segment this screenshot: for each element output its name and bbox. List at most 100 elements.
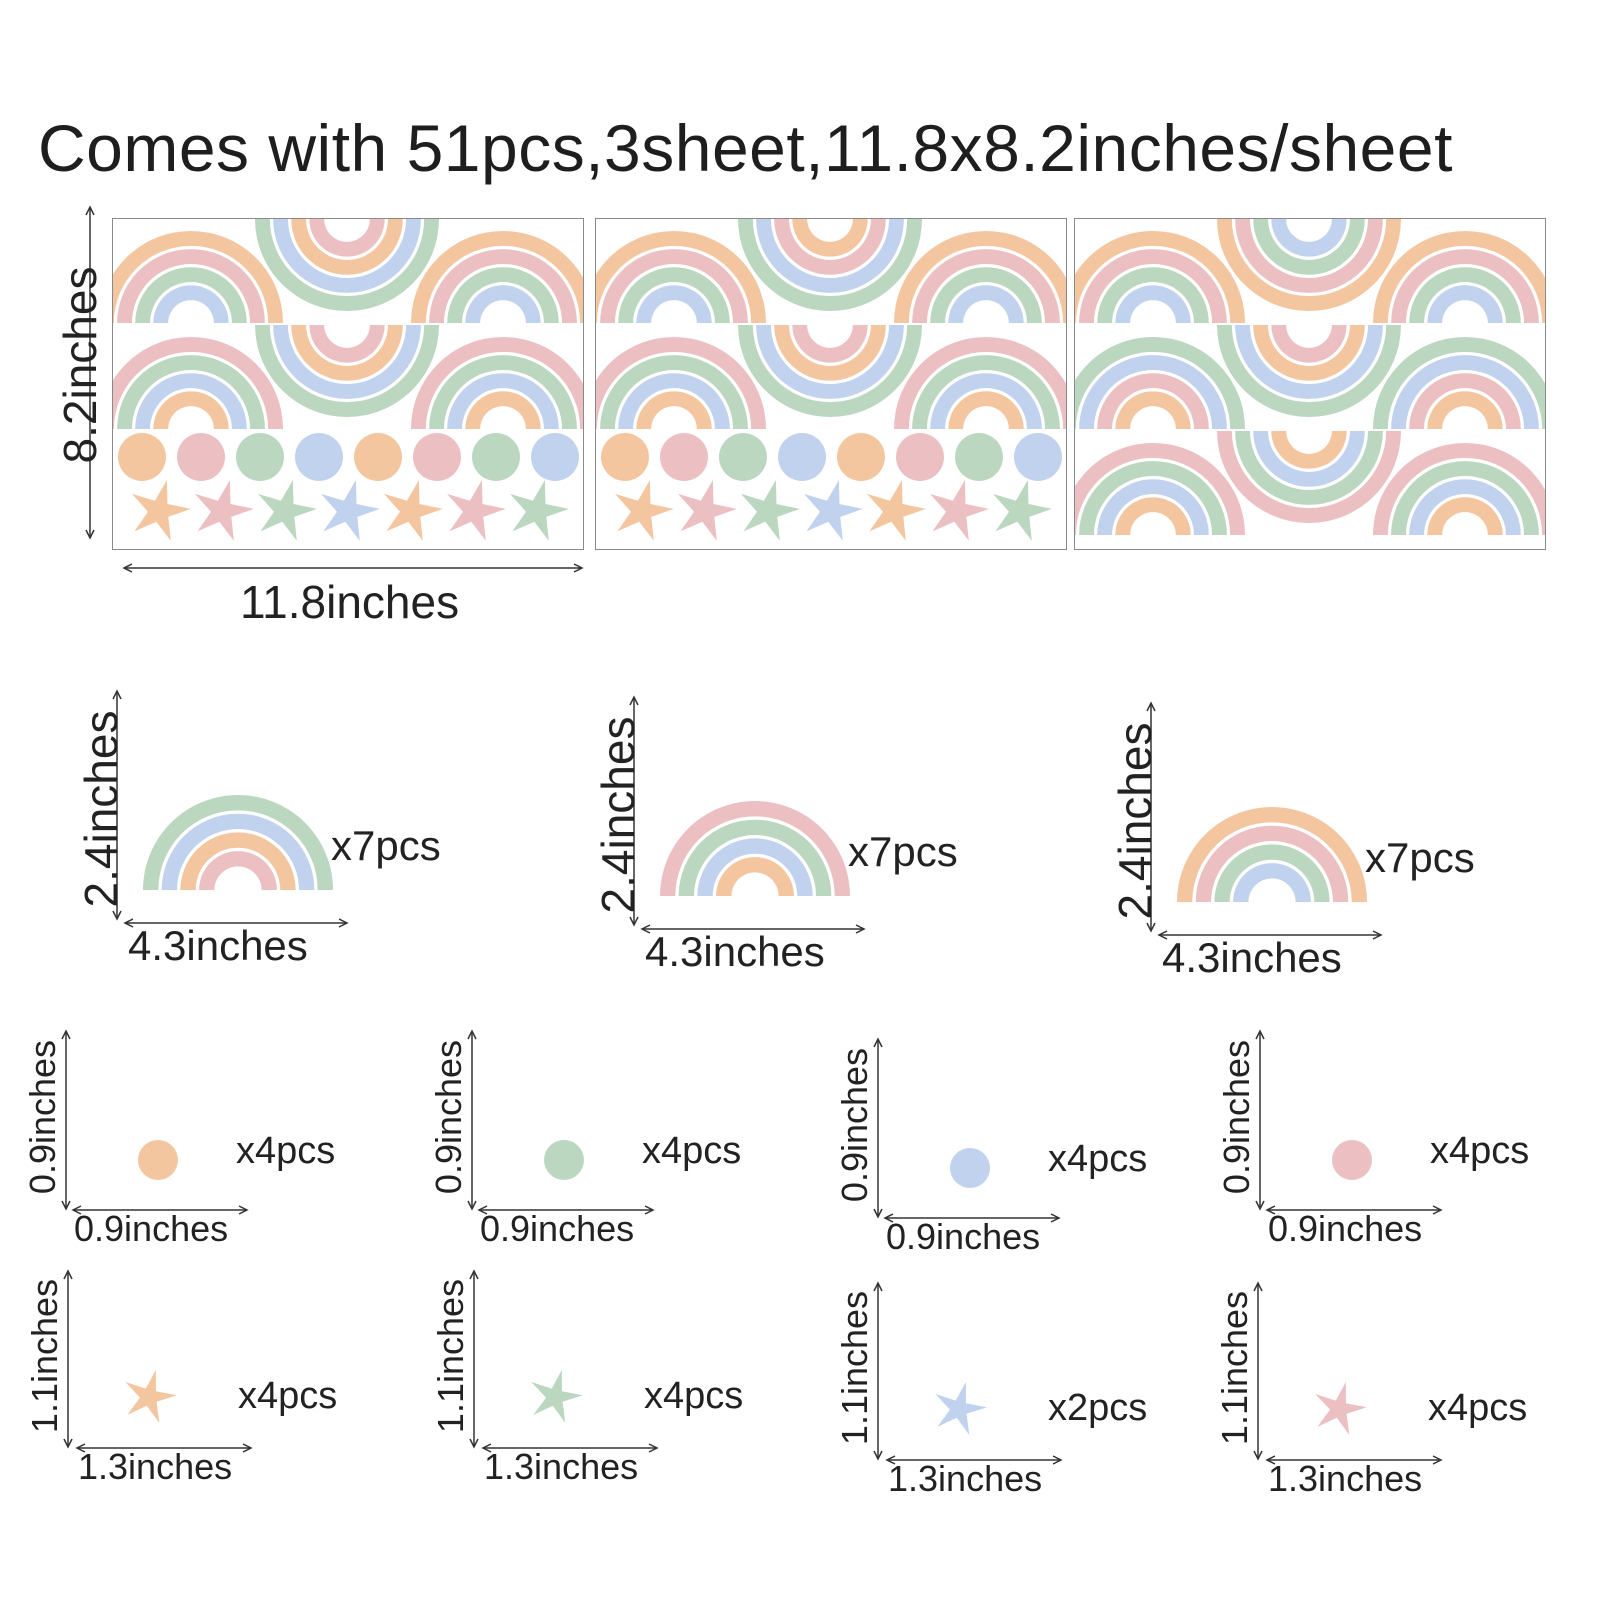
rainbow-band: [143, 795, 333, 890]
height-arrow: [1253, 1281, 1263, 1461]
rainbow-band: [1115, 497, 1191, 535]
height-label: 1.1inches: [1214, 1290, 1255, 1446]
star-sticker: [993, 480, 1052, 541]
star-sticker: [741, 480, 800, 541]
rainbow-band: [1079, 355, 1227, 429]
sheet-height-arrow: [85, 205, 95, 540]
inverted-rainbow-sticker: [255, 325, 439, 417]
width-label: 1.3inches: [1268, 1458, 1423, 1499]
rainbow-band: [411, 337, 583, 429]
dot-sticker: [955, 433, 1003, 481]
rainbow-band: [756, 325, 904, 399]
sheet-width-arrow: [122, 563, 584, 573]
rainbow-band: [1427, 497, 1503, 535]
rainbow-band: [1075, 231, 1245, 323]
rainbow-band: [1373, 231, 1545, 323]
sheet-artwork: [113, 219, 583, 541]
rainbow-band: [1391, 461, 1539, 535]
rainbow-band: [411, 231, 583, 323]
dot-sticker: [354, 433, 402, 481]
rainbow-band: [1217, 219, 1401, 311]
height-label: 2.4inches: [1109, 722, 1161, 920]
rainbow-shape: [1177, 807, 1367, 902]
rainbow-sticker: [1075, 337, 1245, 429]
rainbow-band: [1253, 325, 1365, 381]
dot-icon: [138, 1140, 178, 1180]
rainbow-sticker: [411, 337, 583, 429]
width-arrow: [123, 918, 349, 928]
rainbow-band: [135, 267, 247, 323]
rainbow-band: [1409, 267, 1521, 323]
rainbow-band: [1409, 373, 1521, 429]
rainbow-band: [1115, 285, 1191, 323]
width-label: 0.9inches: [480, 1208, 635, 1249]
rainbow-band: [180, 832, 296, 890]
rainbow-band: [738, 219, 922, 311]
rainbow-band: [161, 813, 315, 890]
rainbow-band: [1427, 391, 1503, 429]
rainbow-band: [1079, 461, 1227, 535]
height-arrow: [629, 695, 639, 927]
rainbow-sticker: [113, 231, 283, 323]
rainbow-band: [600, 249, 748, 323]
rainbow-band: [291, 325, 403, 381]
dot-sticker: [601, 433, 649, 481]
sheet-height-label: 8.2inches: [54, 266, 106, 464]
rainbow-band: [153, 391, 229, 429]
width-arrow: [1265, 1205, 1443, 1215]
rainbow-band: [756, 219, 904, 293]
rainbow-band: [618, 373, 730, 429]
width-arrow: [1157, 930, 1383, 940]
rainbow-band: [117, 249, 265, 323]
rainbow-band: [912, 249, 1060, 323]
rainbow-band: [930, 267, 1042, 323]
dot-sticker: [236, 433, 284, 481]
rainbow-band: [1195, 825, 1349, 902]
quantity-label: x7pcs: [331, 822, 441, 869]
height-arrow: [112, 689, 122, 921]
rainbow-band: [1079, 249, 1227, 323]
rainbow-band: [1075, 337, 1245, 429]
rainbow-band: [1373, 443, 1545, 535]
rainbow-band: [447, 373, 559, 429]
dot-sticker: [660, 433, 708, 481]
rainbow-band: [697, 838, 813, 896]
dot-sticker: [295, 433, 343, 481]
rainbow-band: [1391, 355, 1539, 429]
star-icon: [935, 1381, 987, 1435]
quantity-label: x4pcs: [644, 1375, 744, 1417]
rainbow-band: [1115, 391, 1191, 429]
inverted-rainbow-sticker: [1217, 219, 1401, 311]
star-sticker: [384, 480, 443, 541]
rainbow-band: [1253, 431, 1365, 487]
rainbow-band: [792, 325, 868, 363]
rainbow-sticker: [1075, 443, 1245, 535]
rainbow-band: [1097, 373, 1209, 429]
rainbow-band: [273, 219, 421, 293]
star-icon: [125, 1369, 177, 1423]
height-label: 2.4inches: [592, 716, 644, 914]
page-title: Comes with 51pcs,3sheet,11.8x8.2inches/s…: [38, 111, 1453, 185]
star-sticker: [615, 480, 674, 541]
rainbow-band: [447, 267, 559, 323]
quantity-label: x4pcs: [238, 1375, 338, 1417]
star-sticker: [678, 480, 737, 541]
rainbow-band: [912, 355, 1060, 429]
width-arrow: [477, 1205, 655, 1215]
rainbow-band: [678, 819, 832, 896]
width-label: 4.3inches: [1162, 934, 1342, 981]
dot-sticker: [413, 433, 461, 481]
rainbow-sticker: [1373, 443, 1545, 535]
rainbow-band: [153, 285, 229, 323]
rainbow-band: [465, 285, 541, 323]
rainbow-band: [255, 325, 439, 417]
width-label: 4.3inches: [128, 922, 308, 969]
dot-sticker: [719, 433, 767, 481]
width-arrow: [640, 924, 866, 934]
height-arrow: [873, 1281, 883, 1461]
rainbow-band: [291, 219, 403, 275]
sticker-sheet-2: [595, 218, 1067, 550]
width-arrow: [75, 1443, 253, 1453]
inverted-rainbow-sticker: [738, 219, 922, 311]
width-label: 4.3inches: [645, 928, 825, 975]
